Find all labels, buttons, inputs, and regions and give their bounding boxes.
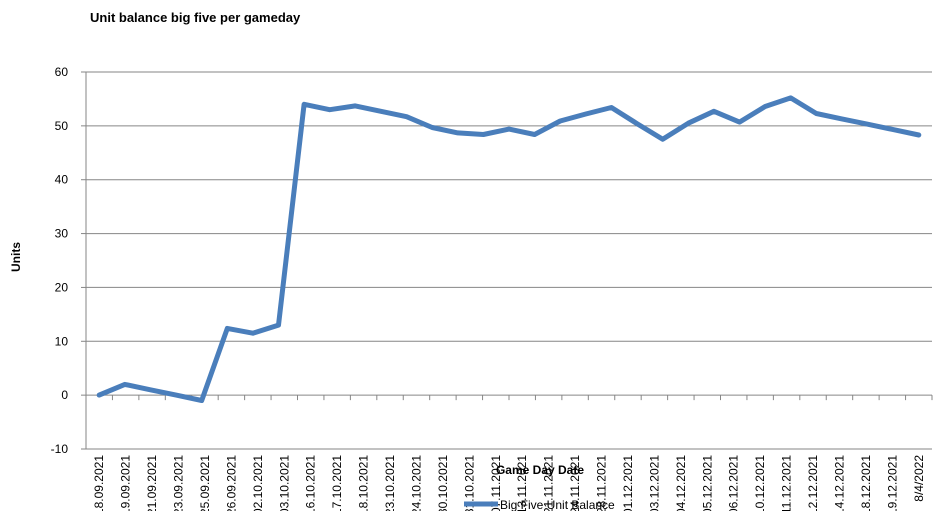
x-tick-label: 30.10.2021 [436, 455, 450, 511]
y-tick-label: -10 [51, 442, 69, 456]
x-tick-label: 14.12.2021 [832, 455, 846, 511]
x-tick-label: 12.12.2021 [806, 455, 820, 511]
y-tick-label: 50 [55, 119, 69, 133]
x-tick-label: 03.12.2021 [647, 455, 661, 511]
y-tick-label: 40 [55, 173, 69, 187]
x-tick-label: 01.12.2021 [621, 455, 635, 511]
x-axis-label: Game Day Date [496, 463, 584, 477]
y-tick-label: 0 [61, 388, 68, 402]
x-tick-label: 17.10.2021 [330, 455, 344, 511]
x-tick-label: 18.12.2021 [859, 455, 873, 511]
x-tick-label: 06.12.2021 [727, 455, 741, 511]
x-tick-label: 02.10.2021 [251, 455, 265, 511]
x-tick-label: 18.10.2021 [357, 455, 371, 511]
x-tick-label: 16.10.2021 [304, 455, 318, 511]
x-tick-label: 19.12.2021 [885, 455, 899, 511]
x-tick-label: 21.09.2021 [145, 455, 159, 511]
y-tick-label: 30 [55, 227, 69, 241]
y-axis-ticks: -10 0 10 20 30 40 50 60 [51, 65, 86, 456]
x-tick-label: 23.09.2021 [172, 455, 186, 511]
x-tick-label: 11.12.2021 [780, 455, 794, 511]
x-axis-ticks: 18.09.2021 19.09.2021 21.09.2021 23.09.2021… [86, 395, 932, 511]
x-tick-label: 8/4/2022 [912, 455, 926, 502]
x-tick-label: 23.10.2021 [383, 455, 397, 511]
x-tick-label: 03.10.2021 [277, 455, 291, 511]
legend: Big Five Unit Balance [464, 498, 615, 511]
x-tick-label: 05.12.2021 [700, 455, 714, 511]
y-axis-label: Units [9, 242, 23, 272]
legend-label: Big Five Unit Balance [500, 498, 615, 511]
x-tick-label: 25.09.2021 [198, 455, 212, 511]
y-tick-label: 60 [55, 65, 69, 79]
chart-title: Unit balance big five per gameday [90, 10, 301, 25]
x-tick-label: 10.12.2021 [753, 455, 767, 511]
x-tick-label: 24.10.2021 [409, 455, 423, 511]
x-tick-label: 18.09.2021 [92, 455, 106, 511]
y-tick-label: 20 [55, 280, 69, 294]
x-tick-label: 04.12.2021 [674, 455, 688, 511]
x-tick-label: 19.09.2021 [119, 455, 133, 511]
series-line [99, 98, 919, 401]
series-layer [97, 95, 922, 403]
y-tick-label: 10 [55, 334, 69, 348]
x-tick-label: 26.09.2021 [224, 455, 238, 511]
